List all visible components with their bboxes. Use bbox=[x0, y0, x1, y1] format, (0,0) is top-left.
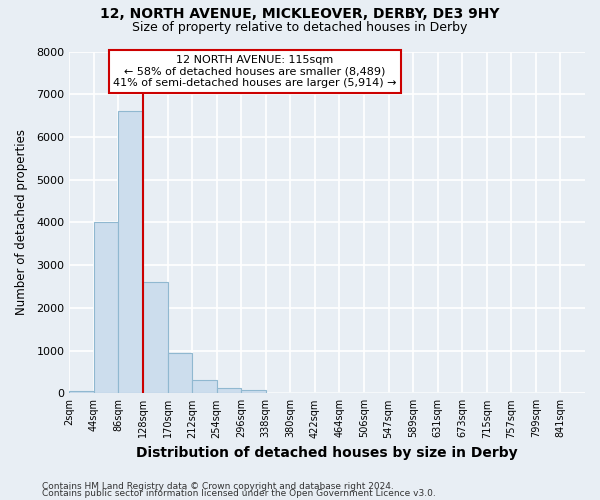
Text: 12, NORTH AVENUE, MICKLEOVER, DERBY, DE3 9HY: 12, NORTH AVENUE, MICKLEOVER, DERBY, DE3… bbox=[100, 8, 500, 22]
Bar bbox=[143, 282, 167, 394]
Bar bbox=[241, 390, 266, 394]
Bar bbox=[70, 391, 94, 394]
Bar bbox=[94, 222, 118, 394]
Bar bbox=[167, 352, 192, 394]
Bar bbox=[192, 380, 217, 394]
X-axis label: Distribution of detached houses by size in Derby: Distribution of detached houses by size … bbox=[136, 446, 518, 460]
Bar bbox=[217, 388, 241, 394]
Text: Size of property relative to detached houses in Derby: Size of property relative to detached ho… bbox=[133, 21, 467, 34]
Y-axis label: Number of detached properties: Number of detached properties bbox=[15, 130, 28, 316]
Text: Contains public sector information licensed under the Open Government Licence v3: Contains public sector information licen… bbox=[42, 490, 436, 498]
Text: 12 NORTH AVENUE: 115sqm
← 58% of detached houses are smaller (8,489)
41% of semi: 12 NORTH AVENUE: 115sqm ← 58% of detache… bbox=[113, 55, 397, 88]
Text: Contains HM Land Registry data © Crown copyright and database right 2024.: Contains HM Land Registry data © Crown c… bbox=[42, 482, 394, 491]
Bar bbox=[118, 112, 143, 394]
